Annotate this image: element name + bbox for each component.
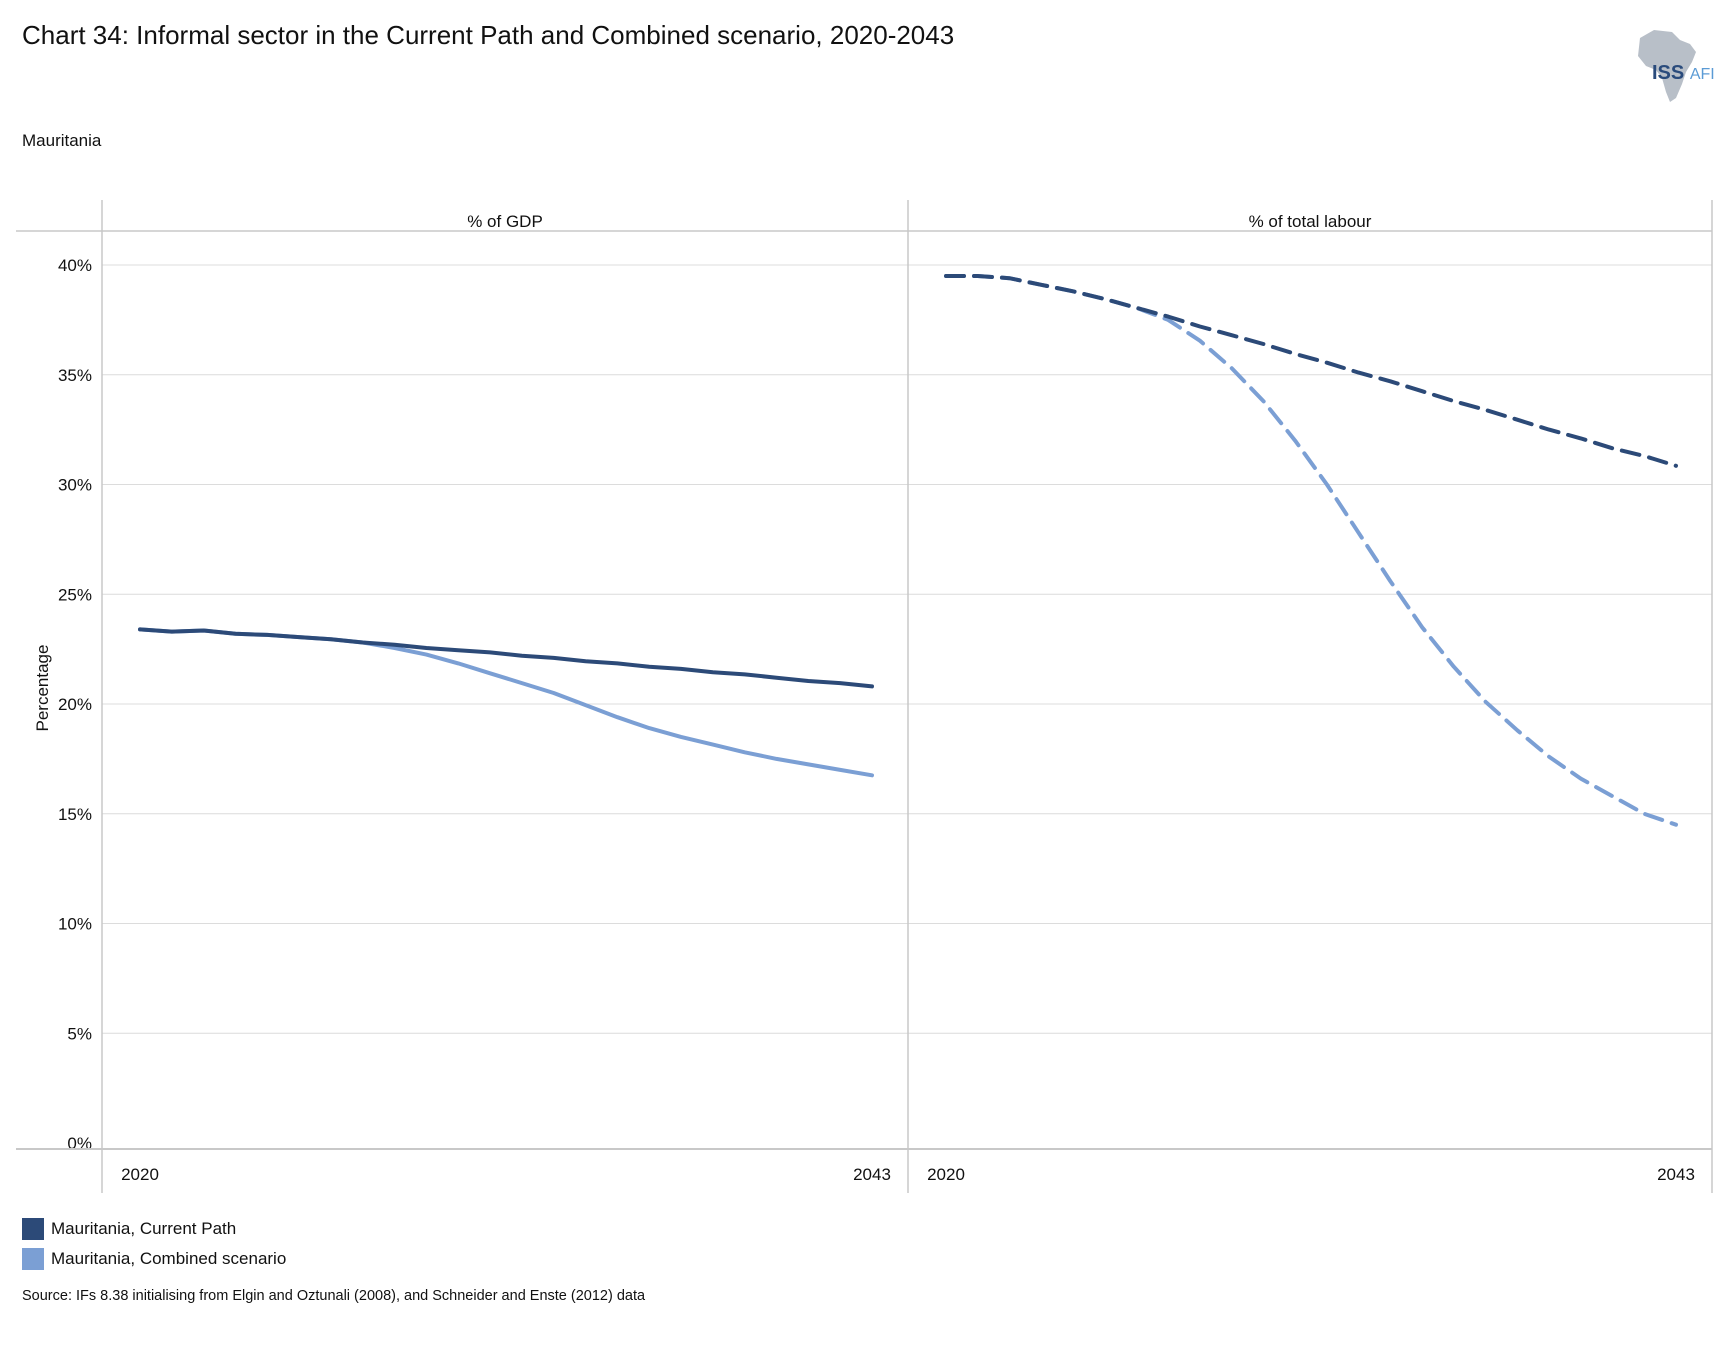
y-tick-label: 15% bbox=[58, 805, 92, 824]
legend: Mauritania, Current Path Mauritania, Com… bbox=[22, 1214, 286, 1274]
logo-main: ISS bbox=[1652, 62, 1685, 84]
x-tick-label: 2020 bbox=[121, 1165, 159, 1184]
panel-label: % of GDP bbox=[467, 212, 543, 231]
legend-item-combined: Mauritania, Combined scenario bbox=[22, 1244, 286, 1274]
source-note: Source: IFs 8.38 initialising from Elgin… bbox=[22, 1288, 646, 1304]
y-tick-label: 30% bbox=[58, 476, 92, 495]
africa-map-icon bbox=[1638, 30, 1696, 102]
series-combined-gdp bbox=[138, 627, 874, 778]
y-axis-title: Percentage bbox=[33, 645, 52, 732]
legend-label-combined: Mauritania, Combined scenario bbox=[51, 1249, 287, 1268]
panel-label: % of total labour bbox=[1249, 212, 1372, 231]
chart-subtitle: Mauritania bbox=[22, 131, 102, 150]
legend-item-current-path: Mauritania, Current Path bbox=[22, 1214, 286, 1244]
legend-label-current-path: Mauritania, Current Path bbox=[51, 1219, 237, 1238]
series-current-path-labour bbox=[944, 274, 1678, 468]
chart-area: 0% 5% 10% 15% 20% 25% 30% 35% 40% Percentage % of … bbox=[16, 200, 1713, 1193]
logo-suffix: AFI bbox=[1689, 66, 1715, 83]
y-tick-label: 0% bbox=[67, 1134, 92, 1153]
y-tick-label: 40% bbox=[58, 256, 92, 275]
y-tick-label: 20% bbox=[58, 695, 92, 714]
legend-swatch-combined bbox=[22, 1248, 44, 1270]
y-tick-label: 25% bbox=[58, 585, 92, 604]
series-current-path-gdp bbox=[138, 627, 874, 689]
x-tick-label: 2043 bbox=[853, 1165, 891, 1184]
y-tick-label: 10% bbox=[58, 915, 92, 934]
x-tick-label: 2043 bbox=[1657, 1165, 1695, 1184]
y-tick-label: 5% bbox=[67, 1024, 92, 1043]
x-tick-label: 2020 bbox=[927, 1165, 965, 1184]
y-tick-label: 35% bbox=[58, 366, 92, 385]
logo: ISS AFI bbox=[1652, 62, 1715, 85]
legend-swatch-current-path bbox=[22, 1218, 44, 1240]
chart-title: Chart 34: Informal sector in the Current… bbox=[22, 20, 955, 50]
